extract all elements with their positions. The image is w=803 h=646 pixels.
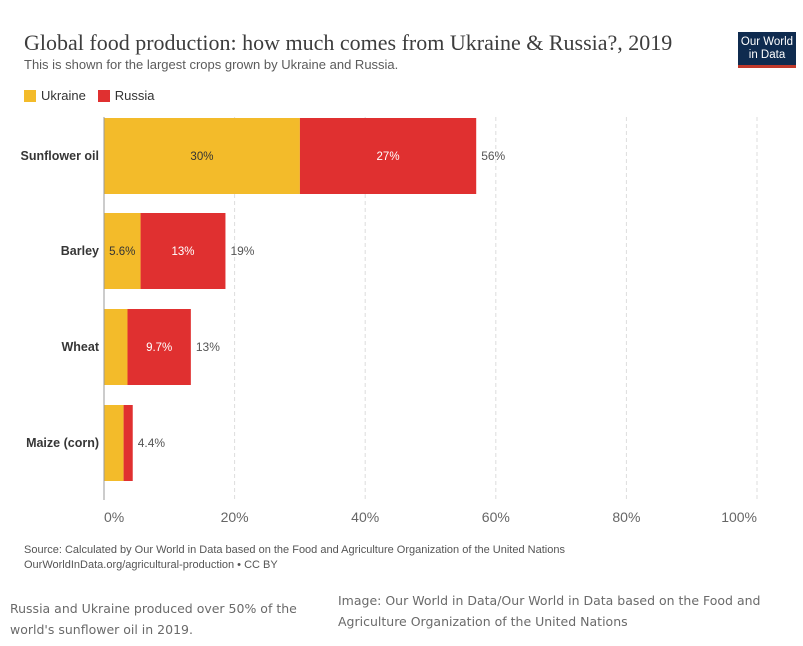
bar-ukraine-2[interactable] xyxy=(104,309,128,385)
bar-russia-0[interactable] xyxy=(299,118,477,194)
chart-title: Global food production: how much comes f… xyxy=(24,30,673,55)
bar-ukraine-1[interactable] xyxy=(104,213,141,289)
our-world-in-data-logo[interactable]: Our World in Data xyxy=(738,32,796,68)
bar-russia-3[interactable] xyxy=(123,405,133,481)
segment-label-russia-2: 9.7% xyxy=(146,342,172,354)
x-tick-label-40: 40% xyxy=(351,509,379,525)
segment-label-ukraine-1: 5.6% xyxy=(109,246,135,258)
legend-swatch-ukraine xyxy=(24,89,36,102)
legend-label-russia: Russia xyxy=(114,88,155,103)
source-line-2[interactable]: OurWorldInData.org/agricultural-producti… xyxy=(24,559,278,571)
segment-label-russia-0: 27% xyxy=(377,151,400,163)
category-label-0: Sunflower oil xyxy=(21,149,99,163)
chart-source: Source: Calculated by Our World in Data … xyxy=(24,543,565,573)
logo-underline xyxy=(738,65,796,68)
x-tick-label-100: 100% xyxy=(721,509,757,525)
logo-line-2: in Data xyxy=(748,49,786,61)
chart-subtitle: This is shown for the largest crops grow… xyxy=(24,57,399,72)
x-tick-label-0: 0% xyxy=(104,509,124,525)
legend-swatch-russia xyxy=(97,89,110,102)
x-tick-label-80: 80% xyxy=(612,509,640,525)
image-credit: Image: Our World in Data/Our World in Da… xyxy=(338,593,761,629)
logo-line-1: Our World xyxy=(740,36,794,48)
bar-russia-1[interactable] xyxy=(140,213,226,289)
segment-label-russia-1: 13% xyxy=(171,246,194,258)
x-tick-label-20: 20% xyxy=(221,509,249,525)
total-label-1: 19% xyxy=(230,244,254,258)
chart-legend: Ukraine Russia xyxy=(24,88,167,103)
category-label-2: Wheat xyxy=(62,340,100,354)
total-label-3: 4.4% xyxy=(138,436,166,450)
total-label-2: 13% xyxy=(196,340,220,354)
bar-ukraine-0[interactable] xyxy=(104,118,300,194)
legend-item-ukraine[interactable]: Ukraine xyxy=(24,88,86,103)
segment-label-ukraine-0: 30% xyxy=(190,151,213,163)
chart-panel: Global food production: how much comes f… xyxy=(20,30,796,573)
category-label-1: Barley xyxy=(61,244,99,258)
x-tick-label-60: 60% xyxy=(482,509,510,525)
legend-label-ukraine: Ukraine xyxy=(41,88,86,103)
chart-plot-area: 30% 27% 56% Sunflower oil 5.6% 13% 19% Barley 9.… xyxy=(21,117,758,525)
total-label-0: 56% xyxy=(481,149,505,163)
bar-ukraine-3[interactable] xyxy=(104,405,124,481)
legend-item-russia[interactable]: Russia xyxy=(97,88,155,103)
bar-russia-2[interactable] xyxy=(127,309,191,385)
article-caption: Russia and Ukraine produced over 50% of … xyxy=(10,601,297,637)
category-label-3: Maize (corn) xyxy=(26,436,99,450)
source-line-1: Source: Calculated by Our World in Data … xyxy=(24,544,565,556)
